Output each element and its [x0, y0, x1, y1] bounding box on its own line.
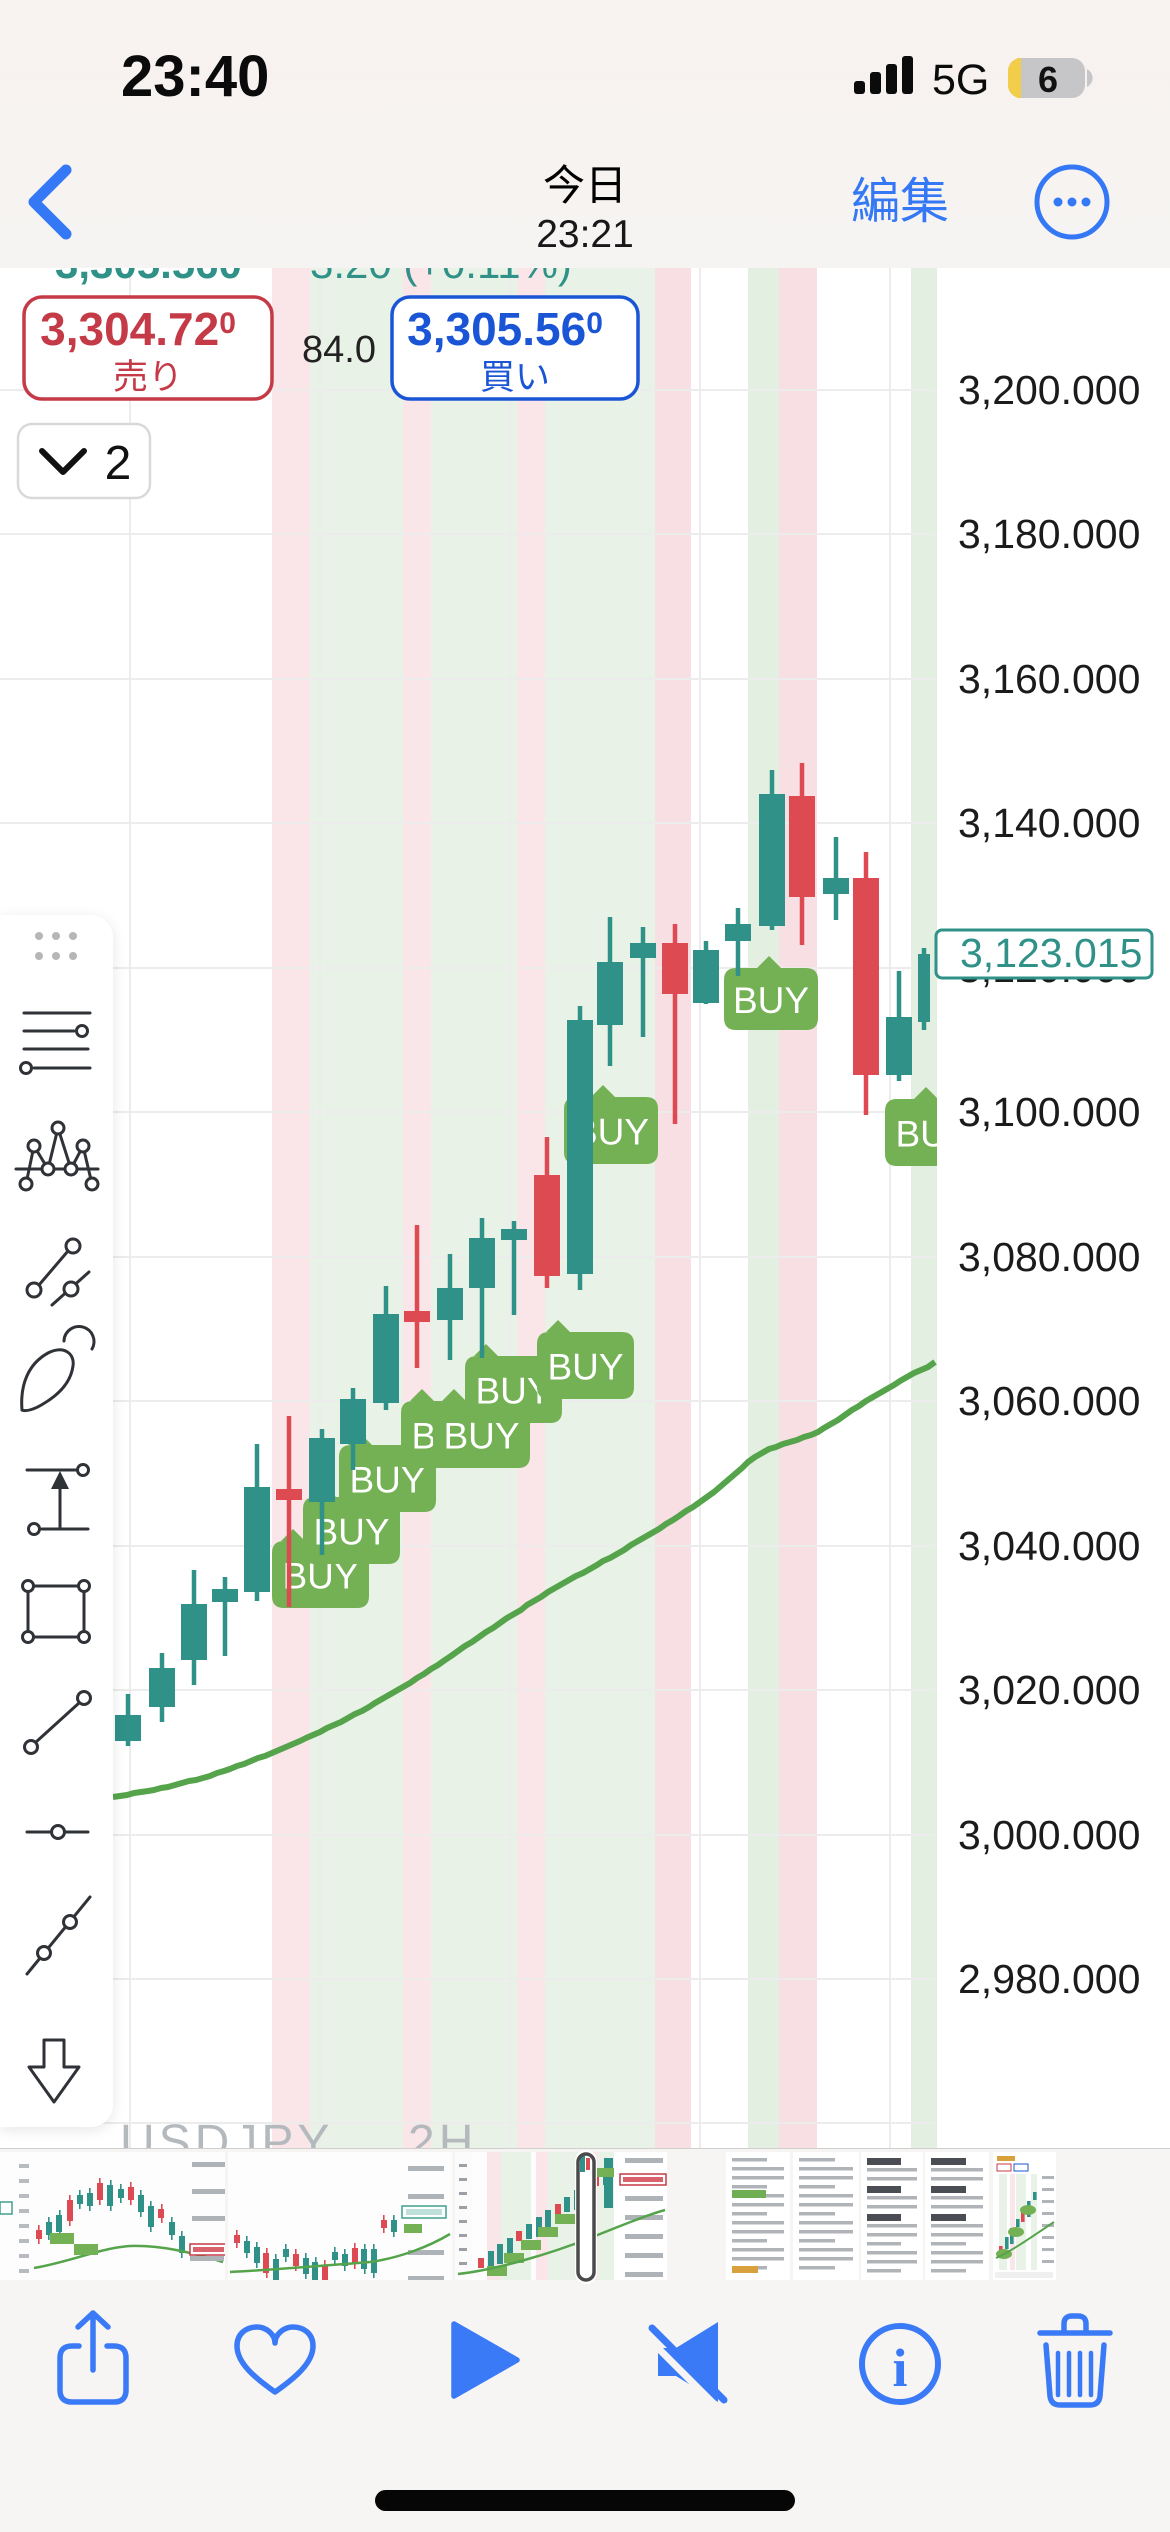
svg-text:3,140.000: 3,140.000	[958, 800, 1140, 846]
svg-text:USDJPY: USDJPY	[120, 2116, 333, 2148]
svg-text:3,080.000: 3,080.000	[958, 1234, 1140, 1280]
svg-text:84.0: 84.0	[302, 329, 376, 371]
svg-text:3,123.015: 3,123.015	[960, 930, 1142, 976]
svg-text:今日: 今日	[543, 162, 627, 209]
svg-text:3,040.000: 3,040.000	[958, 1523, 1140, 1569]
svg-text:3.20 (+0.11%): 3.20 (+0.11%)	[310, 268, 572, 287]
svg-text:BUY: BUY	[547, 1347, 623, 1388]
svg-text:BUY: BUY	[895, 1114, 971, 1155]
svg-text:2,980.000: 2,980.000	[958, 1956, 1140, 2002]
svg-text:i: i	[892, 2338, 907, 2398]
svg-text:3,305.560: 3,305.560	[55, 268, 242, 287]
svg-text:BUY: BUY	[733, 980, 809, 1021]
svg-text:23:21: 23:21	[536, 213, 634, 256]
svg-text:3,020.000: 3,020.000	[958, 1667, 1140, 1713]
svg-text:編集: 編集	[851, 175, 949, 229]
svg-text:3,180.000: 3,180.000	[958, 511, 1140, 557]
svg-text:3,060.000: 3,060.000	[958, 1378, 1140, 1424]
svg-text:3,000.000: 3,000.000	[958, 1812, 1140, 1858]
svg-text:3,100.000: 3,100.000	[958, 1089, 1140, 1135]
svg-text:3,200.000: 3,200.000	[958, 367, 1140, 413]
svg-text:売り: 売り	[113, 358, 183, 397]
svg-text:2: 2	[105, 437, 132, 490]
svg-text:BUY: BUY	[313, 1512, 389, 1553]
svg-text:3,160.000: 3,160.000	[958, 656, 1140, 702]
svg-text:2H: 2H	[408, 2116, 477, 2148]
svg-text:3,305.560: 3,305.560	[407, 303, 603, 355]
svg-text:5G: 5G	[932, 56, 989, 104]
svg-text:6: 6	[1038, 59, 1058, 100]
svg-text:3,304.720: 3,304.720	[40, 303, 236, 355]
svg-text:買い: 買い	[480, 358, 550, 397]
